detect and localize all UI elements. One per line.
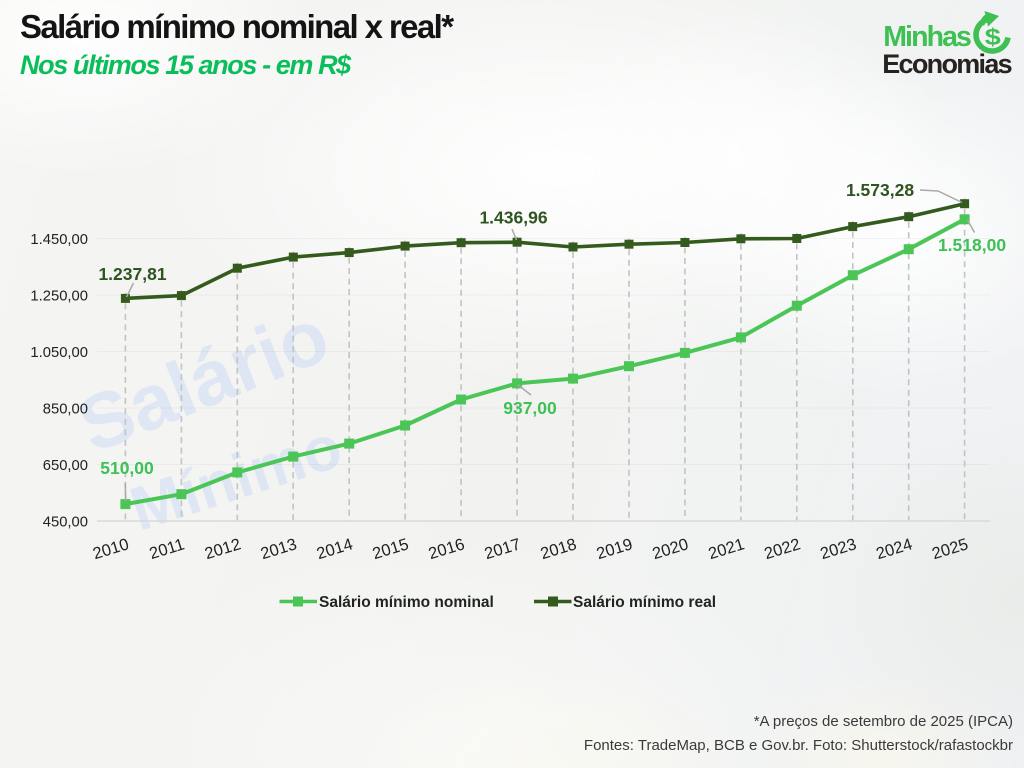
svg-text:510,00: 510,00	[100, 458, 154, 478]
svg-text:2010: 2010	[91, 535, 131, 563]
svg-text:2011: 2011	[147, 535, 186, 563]
svg-text:1.237,81: 1.237,81	[98, 264, 166, 284]
svg-text:450,00: 450,00	[43, 514, 88, 530]
svg-text:2024: 2024	[874, 535, 914, 563]
svg-text:2022: 2022	[762, 535, 802, 563]
svg-text:2017: 2017	[482, 535, 522, 563]
svg-text:$: $	[985, 24, 1002, 51]
svg-text:2012: 2012	[203, 535, 243, 563]
svg-text:850,00: 850,00	[43, 401, 88, 417]
svg-text:2020: 2020	[650, 535, 690, 563]
svg-text:2013: 2013	[259, 535, 299, 563]
svg-text:Salário mínimo nominal: Salário mínimo nominal	[319, 594, 494, 611]
svg-text:2021: 2021	[706, 535, 746, 563]
svg-text:1.250,00: 1.250,00	[30, 288, 88, 304]
svg-text:2018: 2018	[538, 535, 578, 563]
svg-text:1.436,96: 1.436,96	[479, 208, 547, 228]
svg-text:2016: 2016	[426, 535, 466, 563]
svg-text:Salário mínimo real: Salário mínimo real	[573, 594, 716, 611]
svg-text:2014: 2014	[315, 535, 355, 563]
svg-text:1.573,28: 1.573,28	[846, 180, 914, 200]
svg-text:650,00: 650,00	[43, 458, 88, 474]
svg-text:1.450,00: 1.450,00	[30, 232, 88, 248]
svg-text:2019: 2019	[594, 535, 634, 563]
svg-text:937,00: 937,00	[503, 398, 557, 418]
svg-text:1.518,00: 1.518,00	[938, 235, 1006, 255]
svg-text:2015: 2015	[370, 535, 410, 563]
svg-text:1.050,00: 1.050,00	[30, 345, 88, 361]
svg-text:2023: 2023	[818, 535, 858, 563]
svg-text:2025: 2025	[930, 535, 970, 563]
